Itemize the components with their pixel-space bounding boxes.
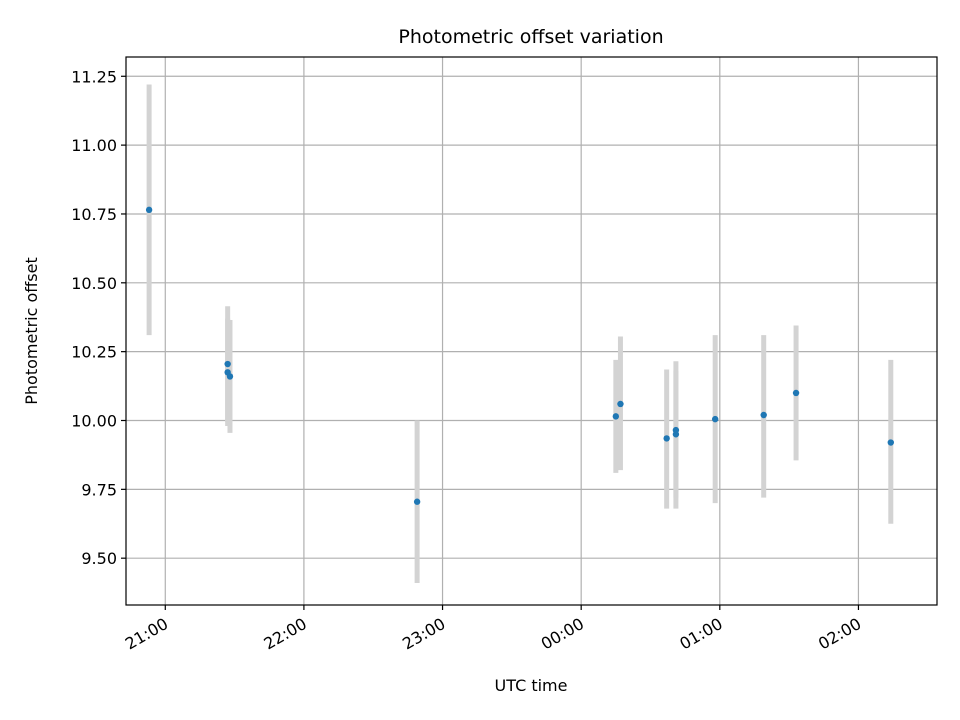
data-point [224,360,231,368]
y-tick-label: 10.25 [71,343,117,362]
y-tick-label: 10.50 [71,274,117,293]
y-tick-label: 10.00 [71,411,117,430]
x-tick-label: 21:00 [122,614,171,654]
y-tick-label: 10.75 [71,205,117,224]
data-point [792,389,800,397]
x-tick-label: 23:00 [399,614,448,654]
plot-frame [125,56,938,606]
y-axis: 9.50 9.75 10.00 10.25 10.50 10.75 11.00 11.25 [71,67,126,568]
x-axis-title: UTC time [495,676,568,695]
data-point [672,426,680,434]
data-point [887,439,894,446]
x-tick-label: 02:00 [815,614,864,654]
chart-title: Photometric offset variation [398,26,663,48]
x-tick-label: 01:00 [676,614,725,654]
error-bars [146,84,894,583]
data-point [760,411,767,419]
x-tick-label: 22:00 [260,614,309,654]
data-point [711,415,719,423]
y-axis-title: Photometric offset [22,257,41,405]
data-point [617,400,624,408]
x-tick-label: 00:00 [538,614,587,654]
x-axis: 21:00 22:00 23:00 00:00 01:00 02:00 [122,605,864,654]
y-tick-label: 11.00 [71,136,117,155]
data-points [145,206,894,505]
data-point [145,206,153,214]
grid [126,57,937,605]
y-tick-label: 9.75 [81,480,117,499]
data-point [413,498,421,505]
data-point [612,413,620,420]
data-point [663,435,670,442]
data-point [226,373,234,380]
y-tick-label: 9.50 [81,549,117,568]
y-tick-label: 11.25 [71,67,117,86]
